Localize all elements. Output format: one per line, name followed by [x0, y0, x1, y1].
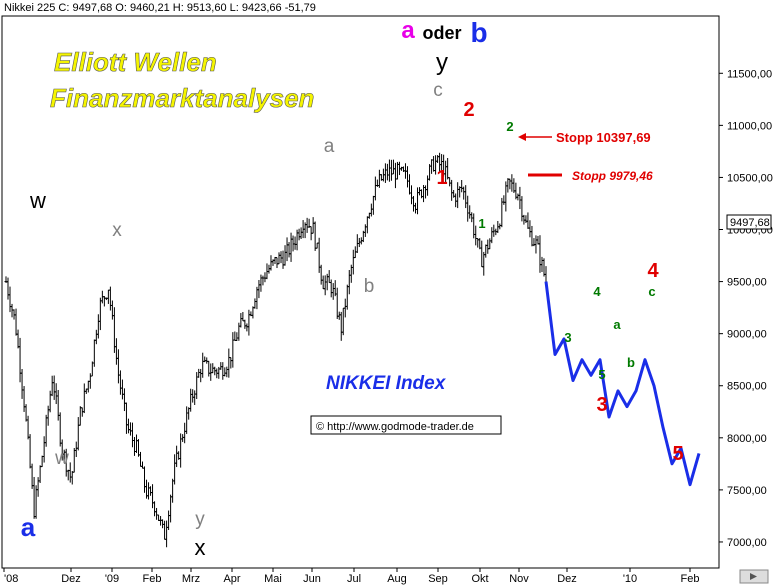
y-tick-label: 9000,00 [727, 329, 767, 341]
wave-label-5-green: 5 [598, 367, 605, 382]
y-tick-label: 11500,00 [727, 68, 772, 80]
x-tick-label: Mai [264, 573, 282, 585]
stop-1-label: Stopp 10397,69 [556, 130, 651, 145]
x-tick-label: Sep [428, 573, 448, 585]
y-tick-label: 7500,00 [727, 485, 767, 497]
wave-label-1-red: 1 [436, 167, 447, 189]
stop-annotations: Stopp 10397,69 Stopp 9979,46 [518, 130, 653, 183]
index-label: NIKKEI Index [326, 373, 447, 394]
last-price-marker: 9497,68 [726, 214, 772, 230]
x-tick-label: Nov [509, 573, 529, 585]
y-tick-label: 8000,00 [727, 433, 767, 445]
wave-label-x-gray: x [112, 220, 122, 241]
wave-label-a-green: a [613, 317, 621, 332]
wave-label-2-green: 2 [506, 119, 513, 134]
y-tick-label: 10500,00 [727, 172, 773, 184]
y-tick-label: 7000,00 [727, 537, 767, 549]
x-tick-label: Mrz [182, 573, 200, 585]
x-tick-label: Aug [387, 573, 407, 585]
x-tick-label: Okt [471, 573, 488, 585]
wave-label-b-green: b [627, 355, 635, 370]
last-price-label: 9497,68 [730, 217, 770, 229]
x-tick-label: Dez [61, 573, 81, 585]
price-bars [4, 152, 548, 548]
wave-labels: w a w x y x a b c y a oder b 1 2 1 2 3 4… [21, 17, 684, 560]
x-tick-label: '09 [105, 573, 119, 585]
wave-label-a-magenta: a [401, 17, 415, 44]
projection-line [544, 281, 701, 487]
x-tick-label: '10 [623, 573, 637, 585]
wave-label-c-gray: c [433, 80, 443, 101]
y-tick-label: 9500,00 [727, 277, 767, 289]
title-line-1: Elliott Wellen [54, 47, 217, 77]
wave-label-y-gray: y [195, 509, 205, 530]
wave-label-5-red: 5 [672, 443, 683, 465]
x-tick-label: Apr [223, 573, 240, 585]
stop-1-arrowhead [518, 133, 526, 141]
scroll-right-button[interactable] [739, 569, 769, 584]
x-tick-label: Jul [347, 573, 361, 585]
wave-label-b-gray: b [364, 276, 375, 297]
wave-label-a-blue: a [21, 512, 36, 542]
x-tick-label: Jun [303, 573, 321, 585]
wave-label-w-gray: w [54, 448, 69, 469]
y-tick-label: 11000,00 [727, 120, 772, 132]
wave-label-4-green: 4 [593, 284, 601, 299]
wave-label-w-black: w [29, 188, 46, 213]
wave-label-y-black: y [436, 49, 448, 76]
wave-label-a-gray: a [324, 136, 335, 157]
wave-label-c-green: c [648, 284, 655, 299]
wave-label-3-red: 3 [596, 394, 607, 416]
x-tick-label: Feb [681, 573, 700, 585]
x-tick-label: Dez [557, 573, 577, 585]
x-tick-label: Feb [143, 573, 162, 585]
title-block: Elliott Wellen Finanzmarktanalysen NIKKE… [50, 47, 502, 435]
wave-label-x-black: x [195, 535, 206, 560]
wave-label-2-red: 2 [463, 99, 474, 121]
stop-2-label: Stopp 9979,46 [572, 169, 653, 183]
copyright-box [310, 415, 502, 435]
y-tick-label: 8500,00 [727, 381, 767, 393]
chevron-right-icon [750, 573, 757, 580]
wave-label-b-blue: b [470, 17, 487, 48]
wave-label-3-green: 3 [564, 330, 571, 345]
wave-label-4-red: 4 [647, 260, 659, 282]
x-axis-ticks: '08 Dez '09 Feb Mrz Apr Mai Jun Jul Aug Sep Okt Nov D… [3, 568, 700, 585]
x-tick-label: '08 [4, 573, 18, 585]
wave-label-1-green: 1 [478, 216, 485, 231]
copyright-text: © http://www.godmode-trader.de [316, 421, 474, 433]
header-quote: Nikkei 225 C: 9497,68 O: 9460,21 H: 9513… [4, 2, 316, 14]
projection-path [544, 281, 701, 487]
wave-label-oder: oder [422, 23, 461, 43]
title-line-2: Finanzmarktanalysen [50, 83, 314, 113]
y-axis-ticks: 7000,00 7500,00 8000,00 8500,00 9000,00 9500,… [719, 68, 773, 549]
